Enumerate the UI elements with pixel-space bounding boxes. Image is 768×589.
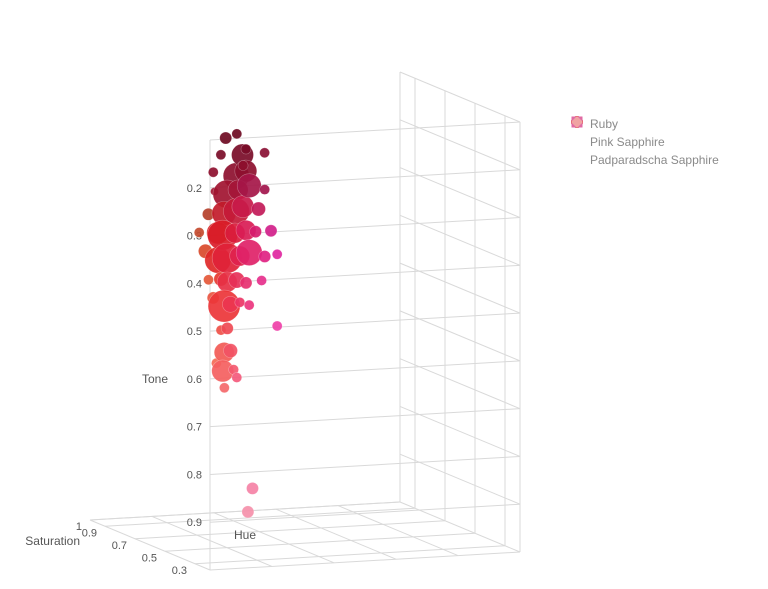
data-point[interactable] bbox=[216, 150, 226, 160]
data-point[interactable] bbox=[259, 250, 271, 262]
svg-text:Saturation: Saturation bbox=[25, 534, 80, 548]
svg-text:Tone: Tone bbox=[142, 372, 168, 386]
svg-text:1: 1 bbox=[76, 521, 82, 533]
legend-label: Ruby bbox=[590, 117, 618, 131]
data-point[interactable] bbox=[220, 132, 232, 144]
data-point[interactable] bbox=[244, 300, 254, 310]
data-point[interactable] bbox=[204, 275, 214, 285]
svg-text:0.9: 0.9 bbox=[187, 517, 202, 529]
data-point[interactable] bbox=[224, 344, 238, 358]
data-point[interactable] bbox=[238, 161, 248, 171]
svg-text:0.7: 0.7 bbox=[187, 422, 202, 434]
data-point[interactable] bbox=[272, 321, 282, 331]
svg-text:0.9: 0.9 bbox=[82, 527, 97, 539]
data-point[interactable] bbox=[241, 144, 251, 154]
data-point[interactable] bbox=[219, 383, 229, 393]
data-point[interactable] bbox=[232, 129, 242, 139]
data-point[interactable] bbox=[242, 506, 254, 518]
data-point[interactable] bbox=[232, 373, 242, 383]
data-point[interactable] bbox=[252, 202, 266, 216]
legend: Ruby Pink Sapphire Padparadscha Sapphire bbox=[570, 115, 719, 169]
scatter3d-scene[interactable]: 0.20.30.40.50.60.70.80.9Tone0.30.50.70.9… bbox=[0, 0, 768, 589]
svg-text:0.4: 0.4 bbox=[187, 278, 202, 290]
svg-text:0.7: 0.7 bbox=[112, 540, 127, 552]
data-point[interactable] bbox=[265, 225, 277, 237]
data-point[interactable] bbox=[235, 297, 245, 307]
svg-text:0.5: 0.5 bbox=[187, 326, 202, 338]
legend-item-padparadscha[interactable]: Padparadscha Sapphire bbox=[570, 151, 719, 169]
data-point[interactable] bbox=[240, 277, 252, 289]
svg-text:0.2: 0.2 bbox=[187, 183, 202, 195]
legend-swatch-pink-sapphire bbox=[570, 135, 584, 149]
data-point[interactable] bbox=[272, 249, 282, 259]
data-point[interactable] bbox=[232, 196, 254, 218]
data-point[interactable] bbox=[247, 482, 259, 494]
svg-text:0.5: 0.5 bbox=[142, 552, 157, 564]
data-point[interactable] bbox=[194, 228, 204, 238]
data-point[interactable] bbox=[237, 174, 261, 198]
legend-item-pink-sapphire[interactable]: Pink Sapphire bbox=[570, 133, 719, 151]
svg-text:0.3: 0.3 bbox=[172, 565, 187, 577]
data-point[interactable] bbox=[221, 322, 233, 334]
data-point[interactable] bbox=[236, 240, 262, 266]
legend-swatch-padparadscha bbox=[570, 153, 584, 167]
svg-text:0.8: 0.8 bbox=[187, 469, 202, 481]
svg-text:0.6: 0.6 bbox=[187, 374, 202, 386]
data-point[interactable] bbox=[260, 148, 270, 158]
data-point[interactable] bbox=[208, 167, 218, 177]
data-point[interactable] bbox=[257, 276, 267, 286]
data-point[interactable] bbox=[260, 185, 270, 195]
chart-container: 0.20.30.40.50.60.70.80.9Tone0.30.50.70.9… bbox=[0, 0, 768, 589]
legend-label: Pink Sapphire bbox=[590, 135, 665, 149]
legend-label: Padparadscha Sapphire bbox=[590, 153, 719, 167]
legend-item-ruby[interactable]: Ruby bbox=[570, 115, 719, 133]
svg-text:Hue: Hue bbox=[234, 528, 256, 542]
data-point[interactable] bbox=[250, 226, 262, 238]
